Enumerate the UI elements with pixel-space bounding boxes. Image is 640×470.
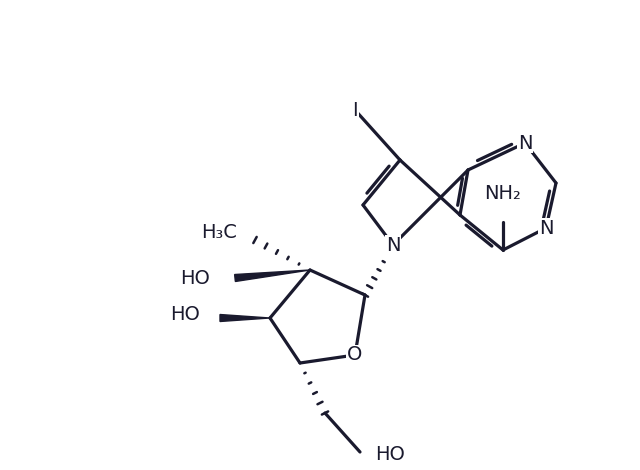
Text: N: N	[386, 235, 400, 254]
Text: H₃C: H₃C	[201, 222, 237, 242]
Text: N: N	[518, 133, 532, 152]
Text: N: N	[539, 219, 553, 237]
Text: O: O	[348, 345, 363, 365]
Text: NH₂: NH₂	[484, 183, 522, 203]
Polygon shape	[235, 270, 310, 282]
Text: I: I	[352, 101, 358, 119]
Text: HO: HO	[375, 446, 405, 464]
Text: HO: HO	[180, 268, 210, 288]
Text: HO: HO	[170, 306, 200, 324]
Polygon shape	[220, 314, 270, 321]
